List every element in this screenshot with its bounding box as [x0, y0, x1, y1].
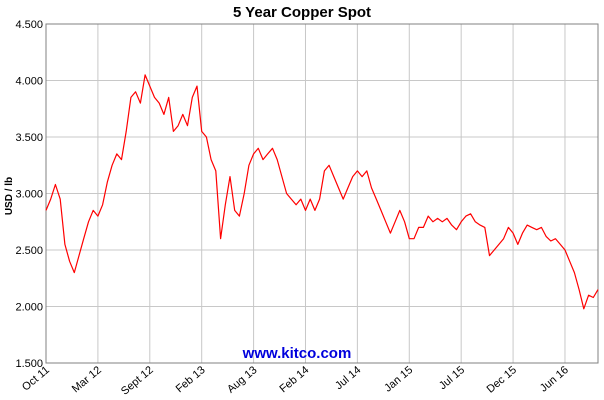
x-tick-label: Jul 14: [333, 364, 363, 392]
y-tick-label: 2.500: [15, 245, 43, 257]
x-tick-label: Mar 12: [70, 364, 104, 395]
x-tick-label: Jan 15: [382, 364, 415, 394]
x-tick-label: Dec 15: [485, 364, 519, 396]
y-tick-label: 3.000: [15, 189, 43, 201]
y-tick-label: 3.500: [15, 132, 43, 144]
x-tick-label: Feb 13: [174, 364, 208, 395]
x-tick-label: Jul 15: [437, 364, 467, 392]
y-tick-label: 4.500: [15, 19, 43, 31]
y-axis-label: USD / lb: [4, 177, 15, 215]
price-line: [45, 74, 599, 310]
y-tick-label: 1.500: [15, 358, 43, 370]
x-tick-label: Feb 14: [277, 364, 311, 395]
x-tick-label: Jun 16: [538, 364, 571, 394]
plot-frame: [45, 23, 599, 364]
x-tick-label: Aug 13: [225, 364, 259, 396]
x-tick-label: Sept 12: [119, 364, 156, 398]
y-tick-label: 4.000: [15, 76, 43, 88]
watermark: www.kitco.com: [242, 345, 352, 362]
y-tick-label: 2.000: [15, 302, 43, 314]
chart-title: 5 Year Copper Spot: [233, 4, 371, 21]
